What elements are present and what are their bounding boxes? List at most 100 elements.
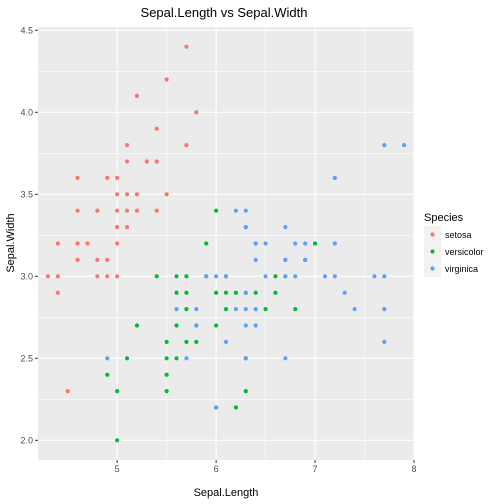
legend-title: Species <box>424 212 464 224</box>
point-versicolor <box>263 307 268 312</box>
series-setosa <box>45 44 199 394</box>
point-setosa <box>154 208 159 213</box>
point-versicolor <box>184 339 189 345</box>
point-versicolor <box>273 290 278 295</box>
point-setosa <box>105 274 110 279</box>
point-setosa <box>75 208 80 213</box>
point-virginica <box>332 175 337 180</box>
point-setosa <box>95 257 100 263</box>
point-setosa <box>115 241 120 246</box>
point-versicolor <box>124 356 130 361</box>
point-virginica <box>263 241 268 246</box>
point-setosa <box>55 274 60 279</box>
point-setosa <box>75 257 80 263</box>
point-setosa <box>85 241 90 246</box>
point-versicolor <box>174 323 179 328</box>
point-versicolor <box>253 290 258 295</box>
y-tick-label: 2.0 <box>20 435 33 445</box>
point-versicolor <box>174 290 179 295</box>
legend-key-setosa <box>430 232 435 237</box>
point-setosa <box>45 274 50 279</box>
point-versicolor <box>194 339 199 345</box>
point-virginica <box>204 274 209 279</box>
point-versicolor <box>134 323 140 328</box>
y-tick-label: 2.5 <box>20 353 33 363</box>
point-versicolor <box>223 290 229 295</box>
point-versicolor <box>223 307 229 312</box>
point-versicolor <box>115 389 120 394</box>
point-virginica <box>382 307 387 312</box>
legend-label-setosa: setosa <box>445 230 472 240</box>
point-versicolor <box>243 389 248 394</box>
point-setosa <box>65 389 70 394</box>
point-virginica <box>293 274 298 279</box>
point-virginica <box>174 307 179 312</box>
y-axis-title: Sepal.Width <box>5 213 17 272</box>
point-setosa <box>154 126 159 131</box>
y-tick-label: 3.5 <box>20 189 33 199</box>
point-setosa <box>134 192 140 197</box>
point-versicolor <box>184 307 189 312</box>
point-virginica <box>214 274 219 279</box>
plot-panel <box>38 27 414 460</box>
point-setosa <box>95 274 100 279</box>
point-setosa <box>124 159 130 164</box>
point-versicolor <box>164 372 169 377</box>
point-virginica <box>283 274 288 279</box>
point-setosa <box>55 241 60 246</box>
point-virginica <box>293 241 298 246</box>
point-setosa <box>124 224 130 230</box>
point-setosa <box>164 192 169 197</box>
x-axis-ticks: 5 6 7 8 <box>115 460 417 474</box>
point-virginica <box>253 323 258 328</box>
point-setosa <box>105 175 110 180</box>
point-versicolor <box>273 274 278 279</box>
point-virginica <box>283 257 288 263</box>
point-virginica <box>243 290 248 295</box>
y-tick-label: 3.0 <box>20 271 33 281</box>
point-virginica <box>233 307 238 312</box>
point-versicolor <box>214 208 219 213</box>
x-tick-label: 7 <box>313 464 318 474</box>
point-virginica <box>105 356 110 361</box>
point-versicolor <box>184 290 189 295</box>
point-setosa <box>75 175 80 180</box>
point-virginica <box>194 323 199 328</box>
point-setosa <box>134 208 140 213</box>
point-versicolor <box>293 307 298 312</box>
point-virginica <box>263 274 268 279</box>
point-setosa <box>95 208 100 213</box>
point-setosa <box>75 241 80 246</box>
point-versicolor <box>312 241 318 246</box>
point-virginica <box>253 307 258 312</box>
point-setosa <box>194 110 199 115</box>
x-axis-title: Sepal.Length <box>194 487 259 499</box>
point-setosa <box>184 44 189 49</box>
point-virginica <box>243 323 248 328</box>
point-setosa <box>134 93 140 98</box>
point-setosa <box>105 257 110 263</box>
point-setosa <box>55 290 60 295</box>
point-virginica <box>243 307 248 312</box>
chart-title: Sepal.Length vs Sepal.Width <box>141 5 308 20</box>
point-virginica <box>233 208 238 213</box>
y-tick-label: 4.0 <box>20 107 33 117</box>
point-setosa <box>115 175 120 180</box>
point-versicolor <box>214 323 219 328</box>
legend-items: setosa versicolor virginica <box>424 226 484 277</box>
point-setosa <box>124 192 130 197</box>
point-versicolor <box>154 274 159 279</box>
y-axis-ticks: 2.0 2.5 3.0 3.5 4.0 4.5 <box>20 25 38 445</box>
point-virginica <box>243 224 248 230</box>
legend-label-versicolor: versicolor <box>445 247 484 257</box>
point-virginica <box>223 274 229 279</box>
point-virginica <box>283 224 288 230</box>
series-virginica <box>105 142 407 410</box>
point-virginica <box>382 274 387 279</box>
point-versicolor <box>184 274 189 279</box>
point-virginica <box>283 356 288 361</box>
legend-label-virginica: virginica <box>445 264 478 274</box>
point-virginica <box>382 339 387 345</box>
point-setosa <box>115 224 120 230</box>
point-virginica <box>322 274 328 279</box>
